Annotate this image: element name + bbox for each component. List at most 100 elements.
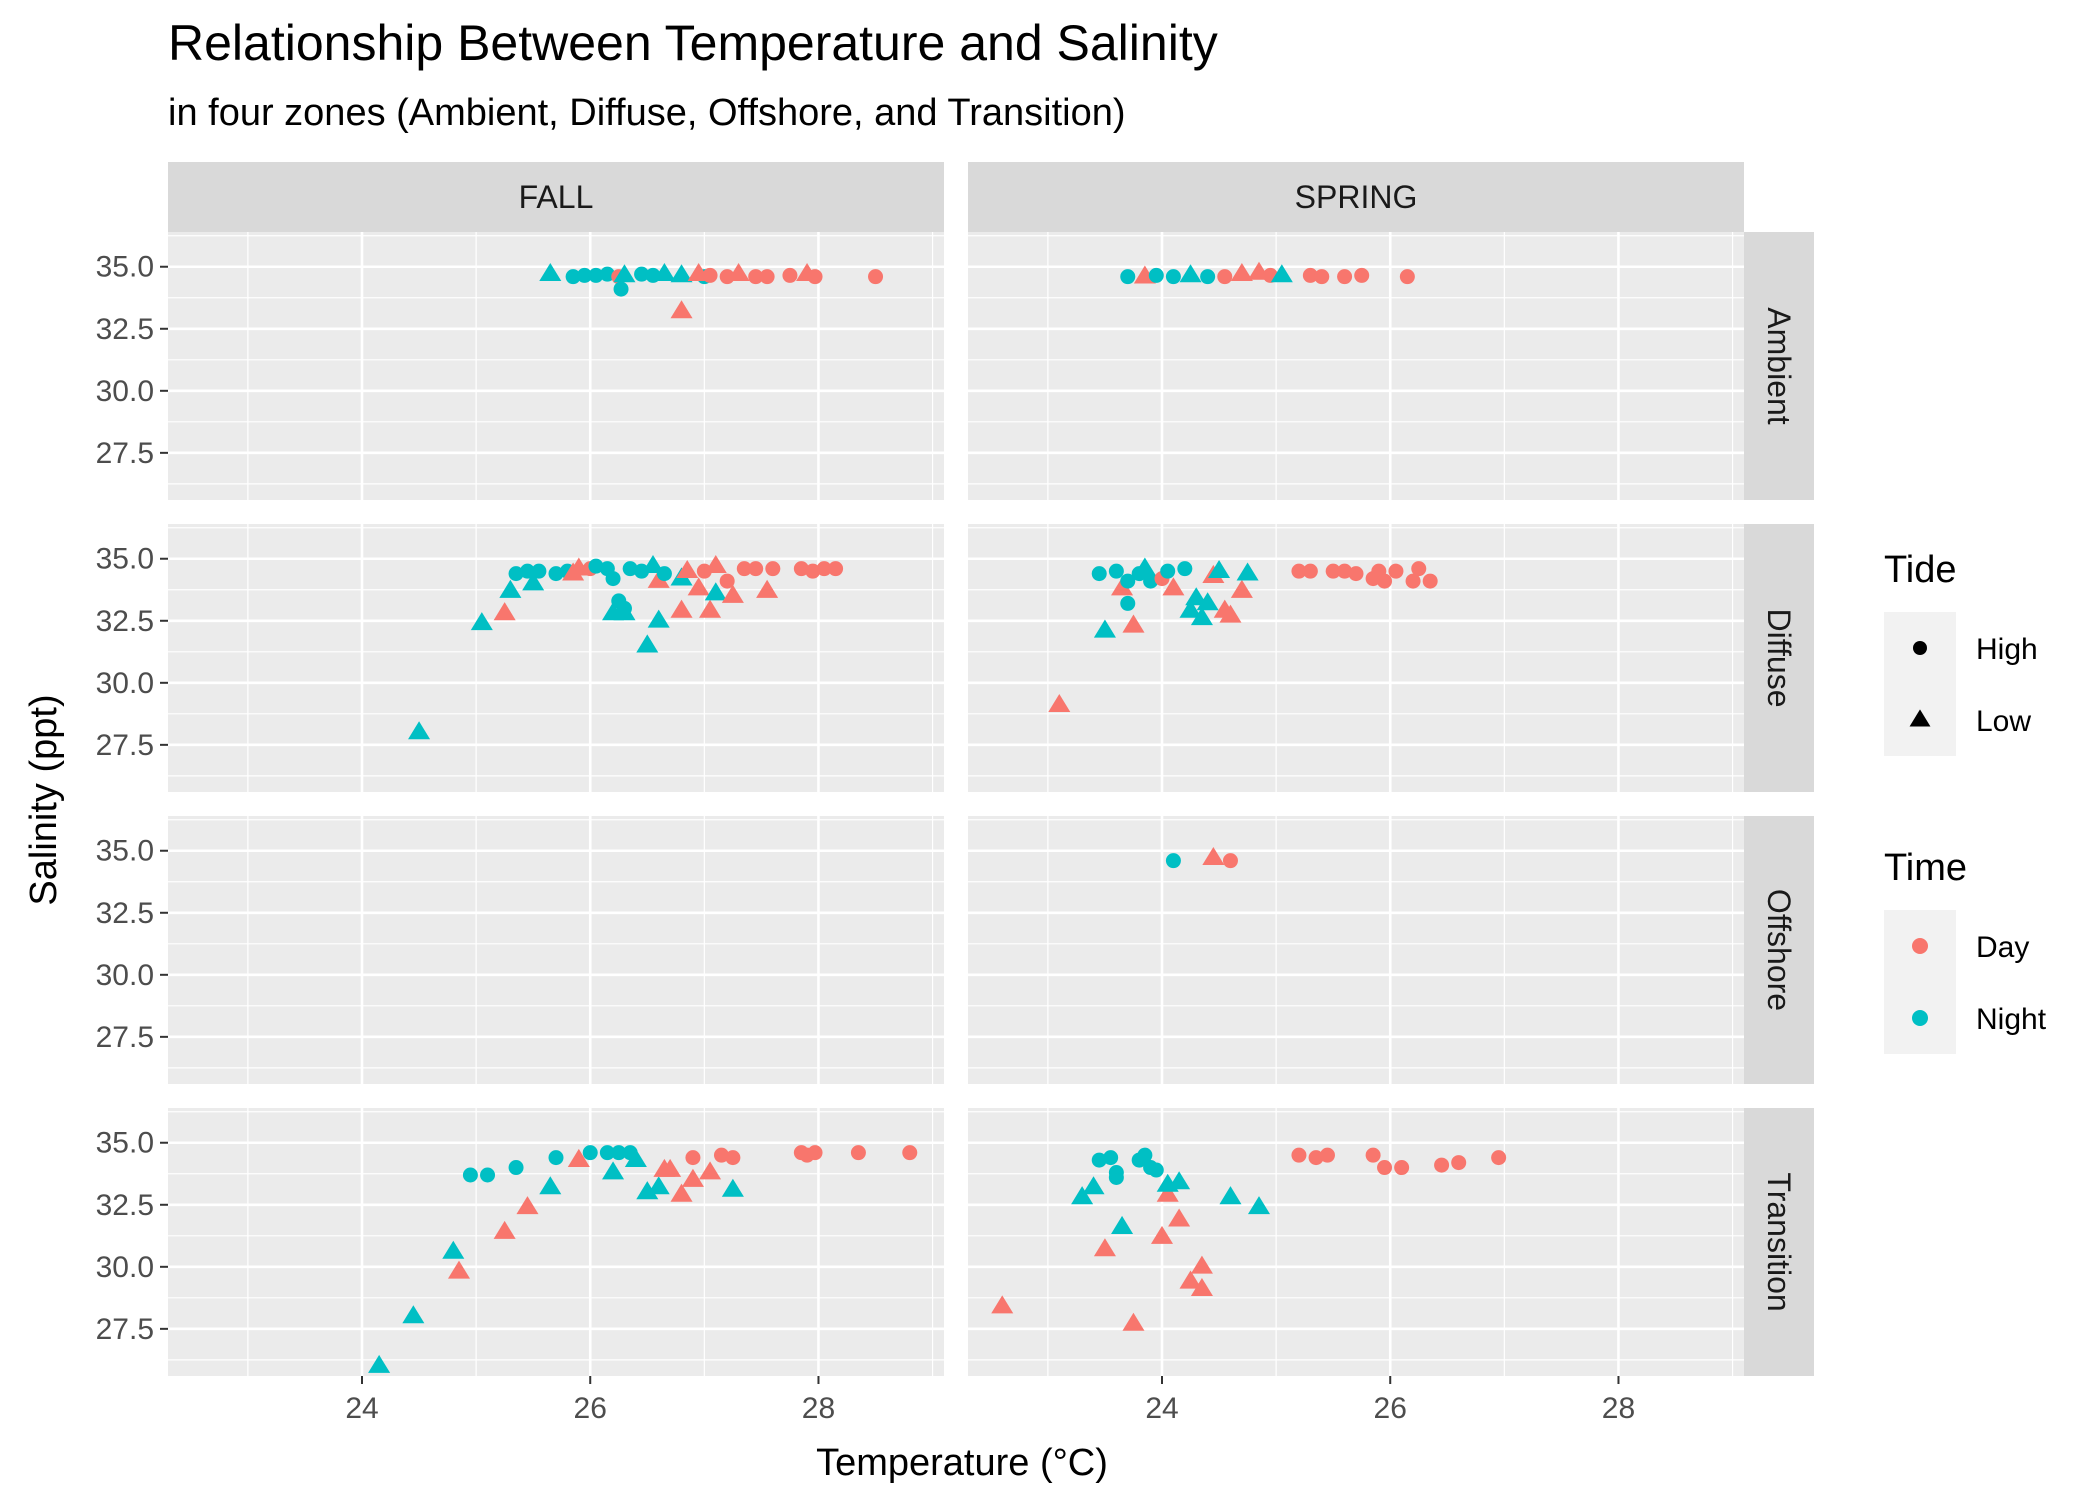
data-point-day-high <box>759 269 775 285</box>
data-point-night-low <box>1208 559 1231 579</box>
x-tick-label: 24 <box>345 1392 378 1425</box>
data-point-night-low <box>1247 1196 1271 1215</box>
data-point-night-low <box>1179 599 1202 618</box>
data-point-day-high <box>816 561 832 577</box>
data-point-night-low <box>1133 557 1156 576</box>
legend-label-high: High <box>1976 633 2038 666</box>
y-axis-title: Salinity (ppt) <box>23 694 65 905</box>
data-point-day-low <box>567 1148 590 1167</box>
data-point-day-high <box>1491 1150 1507 1166</box>
data-point-night-low <box>1168 1171 1191 1190</box>
legend-label-low: Low <box>1976 705 2031 738</box>
panel-background <box>168 232 944 500</box>
panel-spring-diffuse <box>968 524 1744 792</box>
data-point-night-low <box>647 1176 670 1195</box>
legend: Tide High Low Time Day Night <box>1884 549 2047 1054</box>
data-point-day-low <box>670 300 693 319</box>
chart-title: Relationship Between Temperature and Sal… <box>168 15 1218 71</box>
data-point-day-high <box>1302 563 1318 579</box>
legend-title-tide: Tide <box>1884 549 1957 591</box>
data-point-day-high <box>828 561 844 577</box>
y-tick-label: 35.0 <box>96 251 154 284</box>
data-point-night-high <box>611 1145 627 1161</box>
data-point-day-low <box>493 1220 516 1239</box>
data-point-day-high <box>765 561 781 577</box>
data-point-day-high <box>1377 1160 1393 1176</box>
data-point-day-low <box>1230 579 1253 598</box>
data-point-night-high <box>1120 269 1136 285</box>
panel-fall-ambient: 27.5 30.0 32.5 35.0 <box>96 232 944 500</box>
data-point-day-low <box>1150 1225 1174 1244</box>
x-tick-label: 28 <box>802 1392 835 1425</box>
data-point-night-low <box>670 264 693 283</box>
data-point-day-low <box>670 599 693 618</box>
legend-key-circle <box>1913 641 1927 655</box>
data-point-day-high <box>1319 1147 1335 1163</box>
data-point-night-low <box>402 1305 425 1324</box>
y-tick-label: 27.5 <box>96 437 154 470</box>
data-point-night-low <box>408 721 431 740</box>
data-point-night-high <box>1103 1150 1119 1166</box>
data-point-day-high <box>1308 1150 1324 1166</box>
y-tick-label: 27.5 <box>96 729 154 762</box>
data-point-day-high <box>685 1150 701 1166</box>
data-point-day-low <box>676 559 699 579</box>
data-point-night-low <box>1185 587 1208 606</box>
strip-spring <box>968 162 1744 232</box>
data-point-night-high <box>462 1167 478 1183</box>
strip-label-offshore: Offshore <box>1761 889 1797 1011</box>
y-tick-label: 30.0 <box>96 667 154 700</box>
data-point-day-high <box>1354 267 1370 283</box>
data-point-day-low <box>493 602 516 621</box>
data-point-night-low <box>704 582 727 601</box>
strip-label-transition: Transition <box>1761 1172 1797 1311</box>
data-point-day-low <box>447 1260 471 1279</box>
data-point-night-high <box>1165 853 1181 869</box>
data-point-day-high <box>719 573 735 589</box>
data-point-night-high <box>519 563 535 579</box>
data-point-day-high <box>1388 563 1404 579</box>
y-tick-label: 30.0 <box>96 959 154 992</box>
data-point-day-high <box>1394 1160 1410 1176</box>
y-tick-label: 32.5 <box>96 1189 154 1222</box>
data-point-night-high <box>1177 561 1193 577</box>
strip-label-fall: FALL <box>519 179 594 215</box>
data-point-day-low <box>1219 604 1242 623</box>
data-point-night-low <box>1179 264 1202 283</box>
data-point-day-high <box>1365 1147 1381 1163</box>
panel-background <box>168 816 944 1084</box>
data-point-day-low <box>1156 1183 1179 1202</box>
strip-diffuse <box>1744 524 1814 792</box>
y-tick-label: 27.5 <box>96 1021 154 1054</box>
data-point-night-high <box>508 1160 524 1176</box>
data-point-night-high <box>622 561 638 577</box>
data-point-day-low <box>1179 1270 1202 1289</box>
data-point-night-high <box>548 566 564 582</box>
y-tick-label: 32.5 <box>96 313 154 346</box>
y-tick-label: 32.5 <box>96 897 154 930</box>
data-point-night-high <box>656 566 672 582</box>
strip-label-spring: SPRING <box>1295 179 1418 215</box>
data-point-day-high <box>1405 573 1421 589</box>
panel-background <box>168 1108 944 1376</box>
y-tick-label: 30.0 <box>96 375 154 408</box>
legend-key-triangle <box>1909 709 1931 727</box>
data-point-day-low <box>516 1196 539 1215</box>
data-point-night-low <box>470 612 493 631</box>
data-point-day-low <box>1190 1255 1213 1274</box>
data-point-day-high <box>902 1145 918 1161</box>
data-point-night-high <box>508 566 524 582</box>
data-point-night-high <box>1148 1162 1164 1178</box>
data-point-day-low <box>681 1168 704 1187</box>
legend-label-day: Day <box>1976 931 2029 964</box>
data-point-night-high <box>577 267 593 283</box>
data-point-day-low <box>1122 1312 1145 1331</box>
data-point-day-low <box>659 1158 682 1177</box>
legend-tide: Tide High Low <box>1884 549 2038 756</box>
data-point-night-low <box>641 554 665 574</box>
data-point-day-low <box>704 554 727 574</box>
data-point-night-low <box>1082 1176 1105 1195</box>
legend-key-day <box>1912 938 1928 954</box>
data-point-night-high <box>1143 573 1159 589</box>
data-point-day-low <box>699 1161 722 1180</box>
